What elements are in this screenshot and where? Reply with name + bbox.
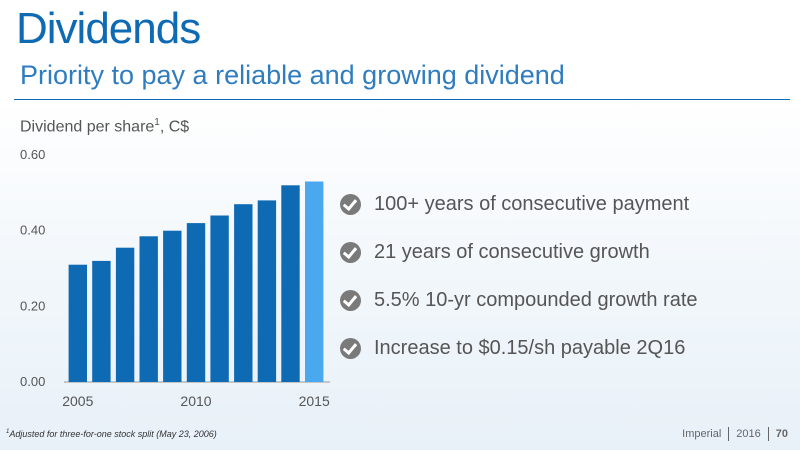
bar-2015: [305, 181, 324, 382]
bullet-text: 5.5% 10-yr compounded growth rate: [374, 288, 698, 311]
y-tick-label: 0.20: [20, 298, 45, 313]
bar-2014: [281, 185, 300, 382]
x-tick-label: 2005: [62, 393, 93, 409]
page-title: Dividends: [16, 4, 201, 53]
check-circle-icon: [340, 241, 361, 263]
bullet-text: 100+ years of consecutive payment: [374, 192, 690, 215]
y-tick-label: 0.00: [20, 374, 45, 389]
y-tick-label: 0.60: [20, 147, 45, 162]
bar-2006: [92, 260, 111, 382]
bar-2009: [163, 230, 182, 382]
bullet-item: 100+ years of consecutive payment: [340, 180, 698, 228]
footer-company: Imperial: [682, 428, 722, 440]
x-tick-label: 2010: [180, 393, 211, 409]
page-number: 70: [775, 428, 788, 440]
bullet-item: Increase to $0.15/sh payable 2Q16: [340, 324, 698, 372]
chart-ylabel-text: Dividend per share: [20, 118, 155, 136]
chart-ylabel: Dividend per share1, C$: [20, 117, 189, 136]
x-tick-label: 2015: [299, 393, 330, 409]
footer-separator: [728, 427, 730, 441]
chart-ylabel-unit: , C$: [159, 118, 190, 136]
bullet-item: 21 years of consecutive growth: [340, 228, 698, 276]
footnote-text: Adjusted for three-for-one stock split (…: [9, 429, 217, 439]
slide-footer: Imperial 2016 70: [682, 427, 788, 441]
bar-2011: [210, 215, 229, 382]
footnote: 1Adjusted for three-for-one stock split …: [6, 429, 217, 439]
bullet-text: Increase to $0.15/sh payable 2Q16: [374, 336, 686, 359]
footer-separator: [767, 427, 769, 441]
bar-2005: [68, 264, 87, 382]
check-circle-icon: [340, 193, 361, 215]
bar-2008: [139, 236, 158, 382]
bar-2012: [234, 204, 253, 382]
bullet-list: 100+ years of consecutive payment 21 yea…: [340, 180, 698, 372]
footnote-mark: 1: [6, 429, 10, 435]
bar-2007: [115, 247, 135, 382]
bar-2013: [257, 200, 277, 382]
bullet-text: 21 years of consecutive growth: [374, 240, 650, 263]
bullet-item: 5.5% 10-yr compounded growth rate: [340, 276, 698, 324]
check-circle-icon: [340, 289, 361, 311]
y-tick-label: 0.40: [20, 223, 45, 238]
bar-2010: [186, 223, 206, 382]
title-divider: [14, 99, 790, 100]
footer-year: 2016: [736, 428, 761, 440]
check-circle-icon: [340, 337, 361, 359]
page-subtitle: Priority to pay a reliable and growing d…: [20, 60, 565, 90]
chart-ylabel-footnote-mark: 1: [154, 117, 160, 128]
